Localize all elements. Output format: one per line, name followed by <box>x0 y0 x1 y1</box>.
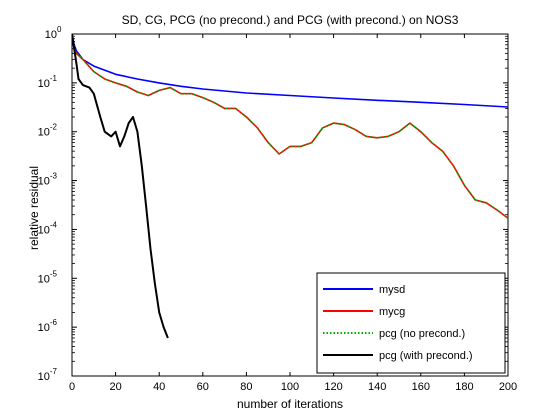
x-tick-label: 120 <box>324 381 342 393</box>
x-tick-label: 80 <box>240 381 252 393</box>
legend-label: mycg <box>379 306 405 318</box>
chart-title: SD, CG, PCG (no precond.) and PCG (with … <box>122 13 459 27</box>
x-tick-label: 140 <box>368 381 386 393</box>
x-tick-label: 60 <box>197 381 209 393</box>
x-tick-label: 40 <box>153 381 165 393</box>
x-tick-label: 180 <box>455 381 473 393</box>
x-tick-label: 0 <box>69 381 75 393</box>
x-axis-label: number of iterations <box>237 397 343 411</box>
legend: mysd mycg pcg (no precond.) pcg (with preco… <box>317 273 505 373</box>
x-tick-label: 100 <box>281 381 299 393</box>
legend-label: pcg (with precond.) <box>379 350 473 362</box>
x-tick-label: 20 <box>109 381 121 393</box>
x-tick-label: 160 <box>412 381 430 393</box>
legend-label: mysd <box>379 284 405 296</box>
x-tick-label: 200 <box>499 381 517 393</box>
legend-label: pcg (no precond.) <box>379 328 465 340</box>
